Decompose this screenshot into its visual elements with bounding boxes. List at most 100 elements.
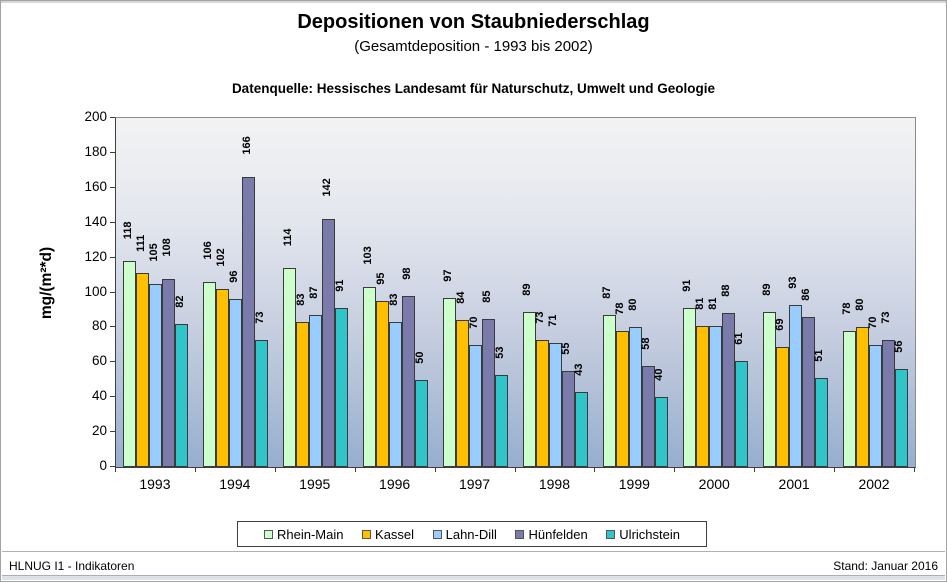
bar-value-label: 95 bbox=[374, 272, 387, 285]
bar-value-label: 81 bbox=[694, 297, 707, 310]
footer-divider bbox=[2, 551, 945, 552]
y-axis-tick-label: 180 bbox=[84, 143, 107, 159]
y-axis-tick-mark bbox=[110, 291, 115, 293]
bar-value-label: 80 bbox=[627, 298, 640, 312]
bar-Kassel-2002 bbox=[855, 327, 869, 467]
legend-color-swatch bbox=[606, 529, 616, 539]
chart-title: Depositionen von Staubniederschlag bbox=[297, 11, 650, 33]
y-axis-tick-mark bbox=[110, 326, 115, 328]
bar-value-label: 85 bbox=[480, 290, 493, 303]
bar-Rhein-Main-1998 bbox=[522, 311, 536, 467]
bar-value-label: 93 bbox=[787, 276, 800, 289]
bar-value-label: 87 bbox=[307, 286, 320, 299]
y-axis-tick-label: 100 bbox=[84, 283, 107, 299]
legend-label: Ulrichstein bbox=[619, 526, 680, 542]
bar-value-label: 61 bbox=[733, 332, 746, 345]
chart-subtitle: (Gesamtdeposition - 1993 bis 2002) bbox=[354, 38, 593, 55]
y-axis-tick-label: 120 bbox=[84, 248, 107, 264]
bar-value-label: 166 bbox=[240, 136, 253, 155]
bar-Rhein-Main-2000 bbox=[682, 308, 696, 467]
bar-value-label: 70 bbox=[867, 316, 880, 329]
bar-Kassel-1995 bbox=[296, 322, 310, 467]
x-axis-tick-mark bbox=[914, 467, 915, 472]
bar-Rhein-Main-1997 bbox=[443, 297, 457, 467]
bar-value-label: 40 bbox=[653, 368, 666, 381]
bar-Ulrichstein-2001 bbox=[814, 378, 828, 467]
bar-value-label: 142 bbox=[320, 178, 333, 197]
bar-value-label: 55 bbox=[560, 342, 573, 355]
y-axis-tick-label: 20 bbox=[91, 423, 107, 439]
legend-item-Rhein-Main: Rhein-Main bbox=[264, 527, 343, 542]
bar-Lahn-Dill-1994 bbox=[229, 299, 243, 467]
bar-Rhein-Main-2001 bbox=[762, 311, 776, 467]
bar-value-label: 111 bbox=[134, 235, 147, 253]
y-axis-tick-label: 0 bbox=[99, 458, 107, 473]
bar-value-label: 108 bbox=[160, 237, 173, 257]
x-axis-category-label: 1996 bbox=[379, 476, 411, 492]
bar-Ulrichstein-2002 bbox=[894, 369, 908, 467]
x-axis-tick-mark bbox=[115, 467, 116, 472]
bar-Kassel-1996 bbox=[376, 301, 390, 467]
legend-box: Rhein-Main Kassel Lahn-Dill Hünfelden Ulrich… bbox=[237, 521, 707, 547]
bar-value-label: 70 bbox=[467, 316, 480, 329]
bar-Lahn-Dill-1999 bbox=[628, 327, 642, 467]
bar-value-label: 89 bbox=[761, 283, 774, 296]
x-axis-category-label: 1994 bbox=[219, 476, 251, 492]
bar-value-label: 73 bbox=[880, 311, 893, 324]
x-axis-category-label: 2001 bbox=[778, 476, 810, 492]
legend-label: Hünfelden bbox=[528, 526, 588, 542]
y-axis-tick-mark bbox=[110, 256, 115, 258]
bar-Lahn-Dill-2001 bbox=[788, 304, 802, 467]
bar-value-label: 80 bbox=[854, 298, 867, 312]
data-source-line: Datenquelle: Hessisches Landesamt für Na… bbox=[231, 81, 716, 96]
bar-Ulrichstein-1994 bbox=[255, 339, 269, 467]
bar-value-label: 91 bbox=[333, 279, 346, 292]
bar-value-label: 69 bbox=[774, 318, 787, 331]
legend-label: Lahn-Dill bbox=[445, 526, 497, 542]
bar-Rhein-Main-2002 bbox=[842, 330, 856, 467]
bar-value-label: 88 bbox=[720, 284, 733, 298]
bar-value-label: 83 bbox=[387, 293, 400, 306]
bar-value-label: 103 bbox=[361, 246, 374, 265]
bar-Hünfelden-1993 bbox=[162, 278, 176, 467]
bar-value-label: 71 bbox=[547, 314, 560, 327]
bar-value-label: 105 bbox=[147, 243, 160, 262]
x-axis-tick-mark bbox=[674, 467, 676, 472]
bar-value-label: 83 bbox=[294, 293, 307, 306]
x-axis-tick-mark bbox=[434, 467, 436, 472]
bar-Rhein-Main-1993 bbox=[123, 261, 137, 467]
legend-color-swatch bbox=[264, 529, 273, 539]
bar-Lahn-Dill-1996 bbox=[389, 322, 403, 467]
y-axis-tick-label: 60 bbox=[91, 353, 107, 369]
legend-item-Hünfelden: Hünfelden bbox=[515, 526, 588, 542]
bar-Hünfelden-1996 bbox=[402, 296, 416, 467]
bar-value-label: 102 bbox=[214, 248, 227, 267]
bar-Hünfelden-2002 bbox=[881, 339, 895, 467]
y-axis-tick-mark bbox=[110, 117, 115, 118]
bar-value-label: 51 bbox=[813, 349, 826, 362]
bar-value-label: 78 bbox=[614, 302, 627, 315]
legend-label: Rhein-Main bbox=[277, 526, 344, 542]
bar-Hünfelden-1995 bbox=[322, 219, 336, 467]
y-axis-tick-mark bbox=[110, 186, 115, 188]
bar-Kassel-1993 bbox=[136, 273, 150, 467]
bar-Kassel-1994 bbox=[216, 289, 230, 467]
legend-item-Lahn-Dill: Lahn-Dill bbox=[432, 526, 497, 542]
bar-value-label: 89 bbox=[521, 283, 534, 296]
bar-Ulrichstein-1999 bbox=[654, 397, 668, 467]
bar-Lahn-Dill-1998 bbox=[548, 343, 562, 467]
bar-Hünfelden-2001 bbox=[801, 316, 815, 467]
bar-Lahn-Dill-1995 bbox=[309, 315, 323, 467]
x-axis-category-label: 1997 bbox=[458, 476, 491, 492]
bar-Kassel-1999 bbox=[615, 330, 629, 467]
bar-Rhein-Main-1996 bbox=[363, 287, 377, 467]
bar-Lahn-Dill-1997 bbox=[469, 344, 483, 467]
legend-item-Ulrichstein: Ulrichstein bbox=[606, 527, 680, 542]
bar-Lahn-Dill-1993 bbox=[149, 283, 163, 467]
bar-value-label: 91 bbox=[681, 279, 694, 292]
footer-caption: HLNUG I1 - Indikatoren bbox=[9, 559, 135, 573]
bar-value-label: 56 bbox=[893, 340, 906, 354]
bar-value-label: 53 bbox=[493, 346, 506, 359]
legend-color-swatch bbox=[515, 529, 525, 539]
